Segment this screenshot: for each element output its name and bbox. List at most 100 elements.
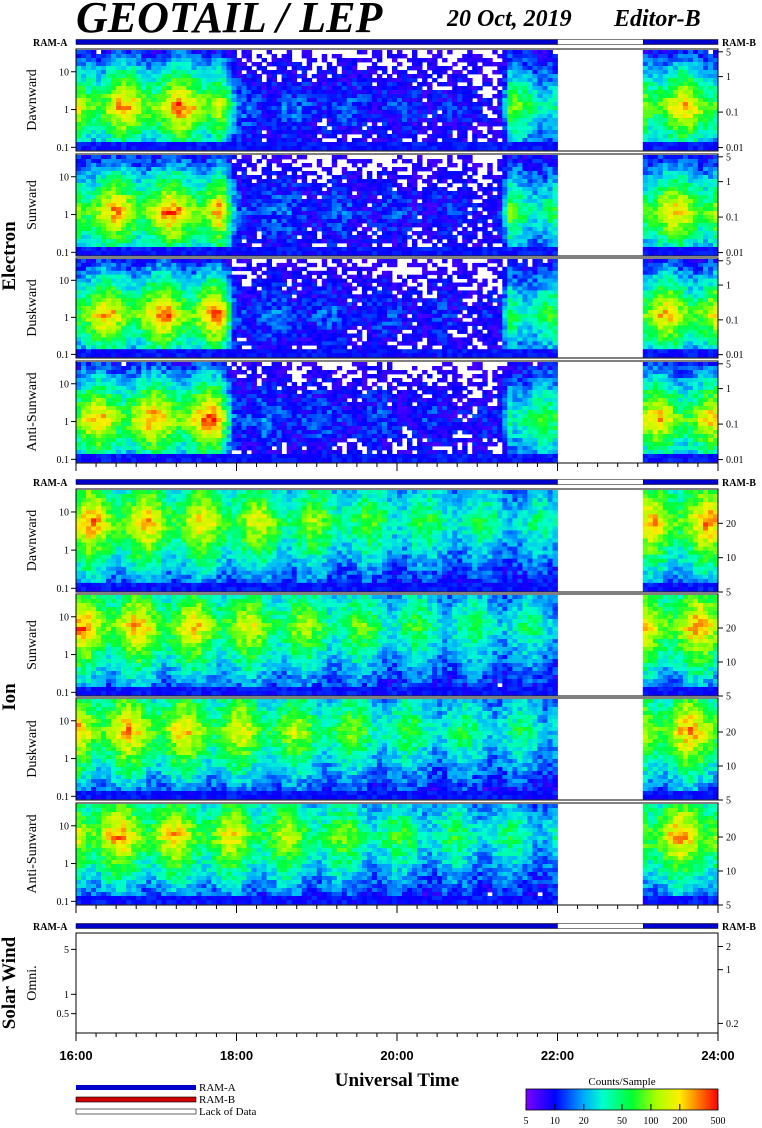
spectrogram-cell: [196, 98, 201, 102]
spectrogram-cell: [186, 74, 191, 78]
spectrogram-cell: [307, 54, 312, 58]
spectrogram-cell: [101, 134, 106, 138]
spectrogram-cell: [457, 122, 462, 126]
spectrogram-cell: [703, 114, 708, 118]
spectrogram-cell: [126, 251, 131, 255]
spectrogram-cell: [131, 146, 136, 150]
spectrogram-cell: [397, 102, 402, 106]
spectrogram-cell: [553, 203, 558, 207]
spectrogram-cell: [548, 223, 553, 227]
spectrogram-cell: [166, 231, 171, 235]
spectrogram-cell: [101, 239, 106, 243]
spectrogram-cell: [377, 171, 382, 175]
spectrogram-cell: [257, 179, 262, 183]
spectrogram-cell: [507, 219, 512, 223]
spectrogram-cell: [171, 62, 176, 66]
spectrogram-cell: [141, 138, 146, 142]
spectrogram-cell: [242, 211, 247, 215]
spectrogram-cell: [136, 74, 141, 78]
spectrogram-cell: [512, 130, 517, 134]
spectrogram-cell: [247, 191, 252, 195]
spectrogram-cell: [242, 54, 247, 58]
spectrogram-cell: [462, 191, 467, 195]
spectrogram-cell: [322, 199, 327, 203]
spectrogram-cell: [337, 122, 342, 126]
spectrogram-cell: [91, 231, 96, 235]
spectrogram-cell: [663, 223, 668, 227]
spectrogram-cell: [76, 207, 81, 211]
spectrogram-cell: [432, 251, 437, 255]
spectrogram-cell: [658, 126, 663, 130]
spectrogram-cell: [427, 239, 432, 243]
spectrogram-cell: [643, 207, 648, 211]
spectrogram-cell: [151, 130, 156, 134]
spectrogram-cell: [227, 207, 232, 211]
spectrogram-cell: [96, 247, 101, 251]
spectrogram-cell: [362, 215, 367, 219]
spectrogram-cell: [457, 195, 462, 199]
spectrogram-cell: [332, 191, 337, 195]
spectrogram-cell: [502, 74, 507, 78]
spectrogram-cell: [467, 106, 472, 110]
spectrogram-cell: [297, 90, 302, 94]
spectrogram-cell: [91, 142, 96, 146]
spectrogram-cell: [693, 227, 698, 231]
spectrogram-cell: [457, 118, 462, 122]
spectrogram-cell: [131, 223, 136, 227]
spectrogram-cell: [272, 146, 277, 150]
spectrogram-cell: [257, 138, 262, 142]
spectrogram-cell: [487, 195, 492, 199]
spectrogram-cell: [106, 134, 111, 138]
spectrogram-cell: [668, 239, 673, 243]
spectrogram-cell: [247, 66, 252, 70]
spectrogram-cell: [342, 122, 347, 126]
spectrogram-cell: [387, 171, 392, 175]
spectrogram-cell: [131, 134, 136, 138]
spectrogram-cell: [332, 211, 337, 215]
spectrogram-cell: [683, 126, 688, 130]
spectrogram-cell: [427, 106, 432, 110]
spectrogram-cell: [227, 215, 232, 219]
spectrogram-cell: [116, 243, 121, 247]
spectrogram-cell: [141, 155, 146, 159]
spectrogram-cell: [367, 58, 372, 62]
spectrogram-cell: [232, 199, 237, 203]
spectrogram-cell: [247, 94, 252, 98]
spectrogram-cell: [553, 235, 558, 239]
spectrogram-cell: [372, 102, 377, 106]
spectrogram-cell: [312, 171, 317, 175]
spectrogram-cell: [111, 163, 116, 167]
spectrogram-cell: [407, 114, 412, 118]
spectrogram-cell: [191, 66, 196, 70]
spectrogram-cell: [543, 102, 548, 106]
spectrogram-cell: [548, 187, 553, 191]
spectrogram-cell: [477, 187, 482, 191]
spectrogram-cell: [447, 106, 452, 110]
spectrogram-cell: [247, 195, 252, 199]
spectrogram-cell: [643, 227, 648, 231]
spectrogram-cell: [191, 74, 196, 78]
spectrogram-cell: [437, 118, 442, 122]
spectrogram-cell: [191, 134, 196, 138]
spectrogram-cell: [402, 54, 407, 58]
spectrogram-cell: [553, 98, 558, 102]
spectrogram-cell: [372, 98, 377, 102]
spectrogram-cell: [282, 239, 287, 243]
spectrogram-cell: [206, 122, 211, 126]
spectrogram-cell: [136, 58, 141, 62]
spectrogram-cell: [211, 98, 216, 102]
spectrogram-cell: [362, 163, 367, 167]
spectrogram-cell: [86, 86, 91, 90]
spectrogram-cell: [216, 167, 221, 171]
spectrogram-cell: [653, 74, 658, 78]
spectrogram-cell: [186, 207, 191, 211]
spectrogram-cell: [532, 62, 537, 66]
spectrogram-cell: [161, 167, 166, 171]
spectrogram-cell: [548, 106, 553, 110]
spectrogram-cell: [693, 66, 698, 70]
spectrogram-cell: [181, 247, 186, 251]
spectrogram-cell: [201, 155, 206, 159]
spectrogram-cell: [437, 74, 442, 78]
spectrogram-cell: [658, 50, 663, 54]
spectrogram-cell: [457, 219, 462, 223]
